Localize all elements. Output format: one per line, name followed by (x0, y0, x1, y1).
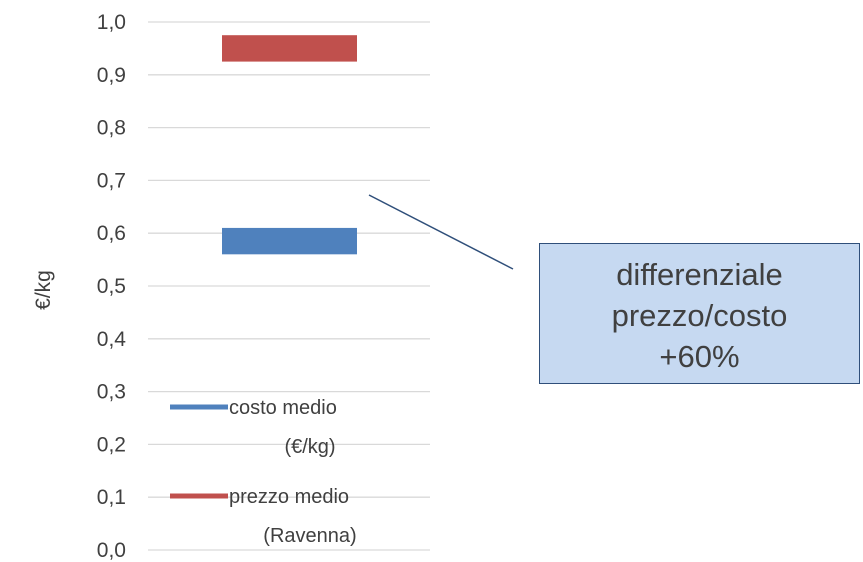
callout-box: differenziale prezzo/costo +60% (539, 243, 860, 384)
y-tick-label: 0,6 (97, 222, 126, 245)
legend-label-line1: prezzo medio (229, 486, 349, 508)
callout-text: differenziale prezzo/costo +60% (611, 257, 788, 374)
y-tick-label: 0,5 (97, 275, 126, 298)
range-bars (222, 35, 357, 255)
prezzo-medio-bar (222, 35, 357, 62)
y-tick-label: 0,2 (97, 433, 126, 456)
y-tick-label: 0,8 (97, 117, 126, 140)
legend-label-line2: (€/kg) (284, 436, 335, 458)
y-tick-label: 0,1 (97, 486, 126, 509)
y-tick-label: 0,9 (97, 64, 126, 87)
legend-item: costo medio (€/kg) (170, 397, 337, 458)
callout-leader-line (368, 194, 514, 270)
legend-item: prezzo medio (Ravenna) (170, 486, 357, 547)
y-tick-label: 0,3 (97, 381, 126, 404)
y-tick-labels: 0,0 0,1 0,2 0,3 0,4 0,5 0,6 0,7 0,8 0,9 1,0 (97, 11, 127, 562)
legend-label-line2: (Ravenna) (263, 525, 356, 547)
legend-label-line1: costo medio (229, 397, 337, 419)
gridlines (148, 21, 430, 551)
y-tick-label: 0,4 (97, 328, 127, 351)
y-tick-label: 1,0 (97, 11, 126, 34)
y-tick-label: 0,7 (97, 169, 126, 192)
y-tick-label: 0,0 (97, 539, 126, 562)
costo-medio-bar (222, 227, 357, 255)
legend: costo medio (€/kg) prezzo medio (Ravenna) (170, 397, 357, 547)
y-axis-title: €/kg (32, 270, 55, 310)
